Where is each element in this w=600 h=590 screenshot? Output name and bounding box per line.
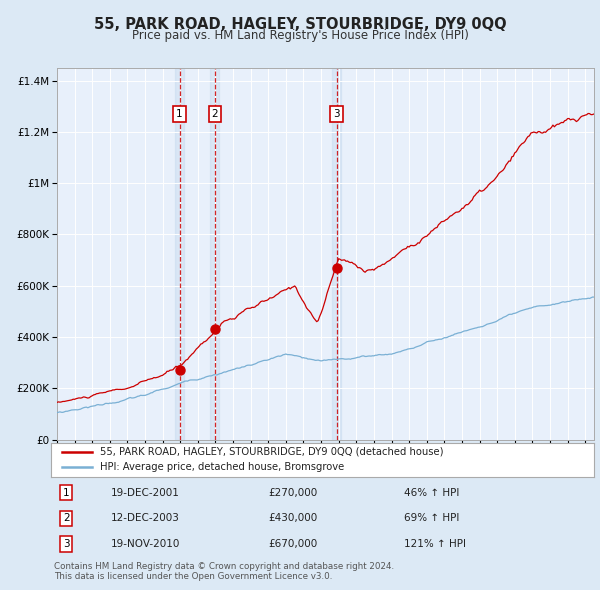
Text: £670,000: £670,000: [268, 539, 317, 549]
Text: HPI: Average price, detached house, Bromsgrove: HPI: Average price, detached house, Brom…: [100, 463, 344, 473]
Text: 19-NOV-2010: 19-NOV-2010: [111, 539, 180, 549]
Text: Price paid vs. HM Land Registry's House Price Index (HPI): Price paid vs. HM Land Registry's House …: [131, 30, 469, 42]
Bar: [211, 68, 219, 440]
Bar: [332, 68, 341, 440]
Text: 2: 2: [63, 513, 70, 523]
Bar: [175, 68, 184, 440]
Text: £430,000: £430,000: [268, 513, 317, 523]
Text: 19-DEC-2001: 19-DEC-2001: [111, 488, 179, 498]
Text: £270,000: £270,000: [268, 488, 317, 498]
Text: This data is licensed under the Open Government Licence v3.0.: This data is licensed under the Open Gov…: [54, 572, 332, 581]
Text: 55, PARK ROAD, HAGLEY, STOURBRIDGE, DY9 0QQ (detached house): 55, PARK ROAD, HAGLEY, STOURBRIDGE, DY9 …: [100, 447, 443, 457]
Text: 1: 1: [63, 488, 70, 498]
Text: Contains HM Land Registry data © Crown copyright and database right 2024.: Contains HM Land Registry data © Crown c…: [54, 562, 394, 571]
Text: 2: 2: [211, 109, 218, 119]
Text: 3: 3: [333, 109, 340, 119]
Text: 3: 3: [63, 539, 70, 549]
Text: 1: 1: [176, 109, 183, 119]
Text: 55, PARK ROAD, HAGLEY, STOURBRIDGE, DY9 0QQ: 55, PARK ROAD, HAGLEY, STOURBRIDGE, DY9 …: [94, 17, 506, 31]
Text: 69% ↑ HPI: 69% ↑ HPI: [404, 513, 460, 523]
Text: 46% ↑ HPI: 46% ↑ HPI: [404, 488, 460, 498]
Text: 12-DEC-2003: 12-DEC-2003: [111, 513, 179, 523]
Text: 121% ↑ HPI: 121% ↑ HPI: [404, 539, 466, 549]
